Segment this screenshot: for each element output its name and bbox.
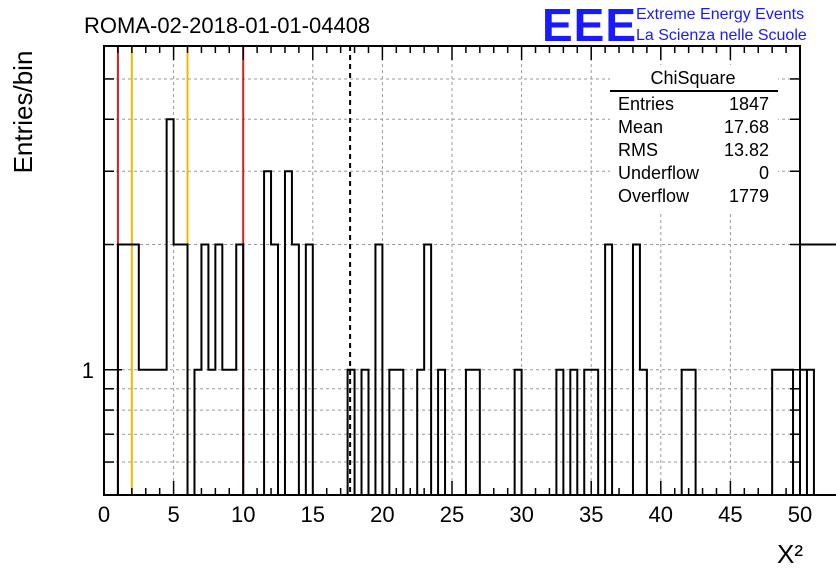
axis-ticks: 0 5 10 15 20 25 30 35 40 45 50 1 [82,46,812,527]
stats-rows: Entries 1847 Mean 17.68 RMS 13.82 Underflow 0 Ov… [618,94,769,206]
eee-logo-line2: La Scienza nelle Scuole [636,27,807,44]
stats-row-value: 0 [759,163,769,183]
eee-logo: EEE Extreme Energy Events La Scienza nel… [542,0,807,51]
eee-logo-line1: Extreme Energy Events [636,6,804,23]
x-tick-label: 5 [167,502,179,527]
y-tick-label: 1 [82,358,94,383]
stats-row-label: RMS [618,140,658,160]
x-tick-label: 45 [718,502,742,527]
stats-row-label: Overflow [618,186,690,206]
stats-row-label: Underflow [618,163,700,183]
x-tick-label: 20 [370,502,394,527]
x-tick-label: 25 [440,502,464,527]
eee-logo-mark: EEE [542,0,637,51]
stats-row-value: 17.68 [724,117,769,137]
x-tick-label: 50 [788,502,812,527]
x-tick-label: 10 [231,502,255,527]
x-axis-title: X² [777,539,803,569]
x-tick-label: 30 [509,502,533,527]
chart-title: ROMA-02-2018-01-01-04408 [84,13,370,38]
x-tick-label: 15 [301,502,325,527]
y-axis-title: Entries/bin [8,51,38,174]
stats-box-title: ChiSquare [650,68,735,88]
reference-lines [116,46,352,495]
stats-row-value: 1779 [729,186,769,206]
x-tick-label: 40 [649,502,673,527]
stats-box-background [610,65,778,211]
stats-row-value: 1847 [729,94,769,114]
stats-row-label: Mean [618,117,663,137]
x-tick-label: 0 [98,502,110,527]
x-tick-label: 35 [579,502,603,527]
stats-box: ChiSquare Entries 1847 Mean 17.68 RMS 13.82 Un… [610,65,778,211]
stats-row-value: 13.82 [724,140,769,160]
stats-row-label: Entries [618,94,674,114]
